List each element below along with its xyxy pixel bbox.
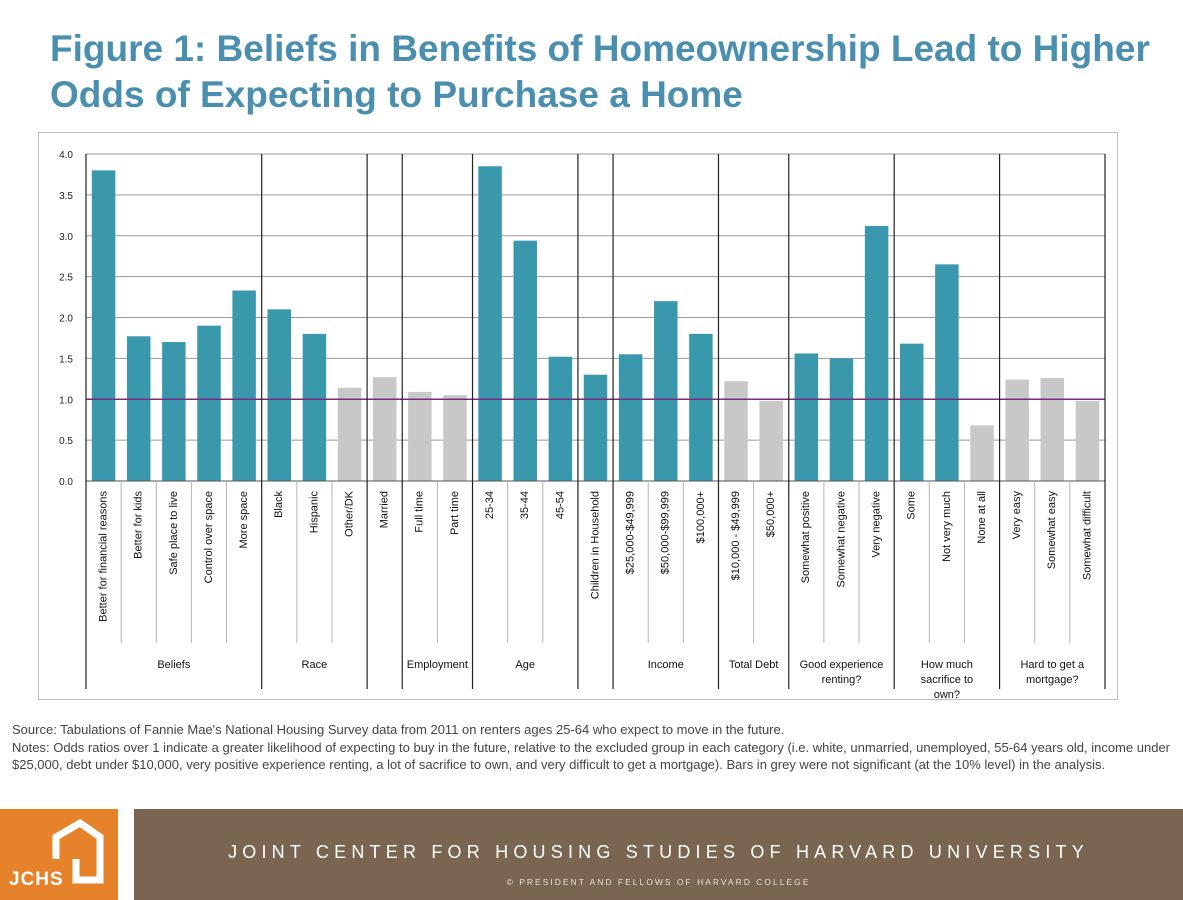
bar bbox=[302, 333, 327, 481]
category-label: Full time bbox=[414, 491, 426, 533]
category-label: Some bbox=[906, 491, 918, 520]
bar bbox=[232, 290, 256, 481]
bar bbox=[1040, 377, 1065, 481]
y-tick-label: 1.0 bbox=[59, 395, 73, 406]
house-icon bbox=[52, 818, 104, 884]
bar bbox=[829, 358, 854, 481]
category-label: Hispanic bbox=[308, 491, 320, 534]
group-label: Beliefs bbox=[157, 659, 191, 671]
category-label: 45-54 bbox=[554, 491, 566, 519]
category-label: Somewhat easy bbox=[1046, 491, 1058, 570]
group-label: How much sacrifice to own? bbox=[921, 659, 974, 699]
bar bbox=[583, 374, 608, 481]
group-label: Total Debt bbox=[729, 659, 779, 671]
source-note: Source: Tabulations of Fannie Mae's Nati… bbox=[12, 722, 785, 737]
page-title: Figure 1: Beliefs in Benefits of Homeown… bbox=[50, 28, 1150, 115]
category-label: Somewhat negative bbox=[835, 491, 847, 588]
bar bbox=[864, 225, 889, 481]
category-label: Very negative bbox=[871, 491, 883, 558]
bar bbox=[478, 166, 502, 481]
group-label: Race bbox=[302, 659, 328, 671]
y-tick-label: 1.5 bbox=[59, 354, 73, 365]
bar bbox=[759, 400, 783, 481]
category-label: None at all bbox=[976, 491, 988, 544]
footer-copyright: © PRESIDENT AND FELLOWS OF HARVARD COLLE… bbox=[506, 877, 811, 887]
y-tick-label: 0.0 bbox=[59, 477, 73, 488]
group-label: Good experience renting? bbox=[800, 659, 884, 686]
chart-frame: 0.0 0.5 1.0 1.5 2.0 2.5 3.0 3.5 4.0 Better for fi… bbox=[38, 132, 1118, 700]
bar bbox=[267, 309, 292, 481]
footer-band: JOINT CENTER FOR HOUSING STUDIES OF HARV… bbox=[134, 809, 1183, 900]
group-label: Income bbox=[648, 659, 684, 671]
category-label: Not very much bbox=[941, 491, 953, 562]
bar bbox=[548, 356, 573, 481]
category-label: Safe place to live bbox=[168, 491, 180, 575]
bar bbox=[794, 353, 819, 481]
category-label: Better for financial reasons bbox=[97, 491, 109, 622]
y-tick-label: 4.0 bbox=[59, 150, 73, 161]
jchs-logo[interactable]: JCHS bbox=[0, 809, 118, 900]
logo-text: JCHS bbox=[9, 869, 64, 890]
bar bbox=[443, 395, 467, 481]
y-tick-label: 2.0 bbox=[59, 314, 73, 325]
bar bbox=[1075, 400, 1100, 481]
bar bbox=[372, 377, 397, 481]
bar bbox=[724, 381, 748, 481]
category-label: $100,000+ bbox=[695, 491, 707, 543]
bar bbox=[899, 343, 924, 481]
bar bbox=[197, 325, 221, 481]
notes-text: Notes: Odds ratios over 1 indicate a gre… bbox=[12, 739, 1170, 773]
category-label: Part time bbox=[449, 491, 461, 535]
bar bbox=[513, 240, 537, 481]
bar bbox=[337, 387, 362, 481]
bar bbox=[618, 354, 643, 481]
group-label: Employment bbox=[407, 659, 468, 671]
category-label: Children in Household bbox=[589, 491, 601, 599]
chart-notes: Source: Tabulations of Fannie Mae's Nati… bbox=[12, 721, 1170, 774]
bar bbox=[91, 170, 116, 481]
category-label: Control over space bbox=[203, 491, 215, 583]
category-label: 35-44 bbox=[519, 491, 531, 519]
bar-chart: 0.0 0.5 1.0 1.5 2.0 2.5 3.0 3.5 4.0 Better for fi… bbox=[59, 150, 1106, 699]
y-tick-label: 3.5 bbox=[59, 191, 73, 202]
group-label: Age bbox=[515, 659, 535, 671]
bar bbox=[1005, 379, 1029, 481]
y-tick-label: 3.0 bbox=[59, 232, 73, 243]
group-label: Hard to get a mortgage? bbox=[1020, 659, 1084, 686]
bar bbox=[689, 333, 713, 481]
category-label: Somewhat positive bbox=[800, 491, 812, 583]
bar bbox=[162, 342, 186, 481]
bar bbox=[970, 425, 994, 481]
category-label: Somewhat difficult bbox=[1081, 491, 1093, 580]
category-label: $25,000-$49,999 bbox=[625, 491, 637, 574]
category-label: $50,000+ bbox=[765, 491, 777, 537]
category-label: Better for kids bbox=[133, 491, 145, 559]
bar bbox=[408, 391, 432, 481]
y-tick-label: 0.5 bbox=[59, 436, 73, 447]
category-label: Very easy bbox=[1011, 491, 1023, 540]
footer-org-name: JOINT CENTER FOR HOUSING STUDIES OF HARV… bbox=[228, 842, 1089, 862]
category-label: More space bbox=[238, 491, 250, 548]
bar bbox=[654, 301, 678, 481]
y-tick-label: 2.5 bbox=[59, 273, 73, 284]
category-label: Black bbox=[273, 491, 285, 518]
category-label: Married bbox=[379, 491, 391, 528]
category-label: 25-34 bbox=[484, 491, 496, 519]
category-label: Other/DK bbox=[343, 490, 355, 537]
category-label: $10,000 - $49,999 bbox=[730, 491, 742, 580]
category-label: $50,000-$99,999 bbox=[660, 491, 672, 574]
bar bbox=[935, 264, 959, 481]
bar bbox=[126, 336, 151, 481]
